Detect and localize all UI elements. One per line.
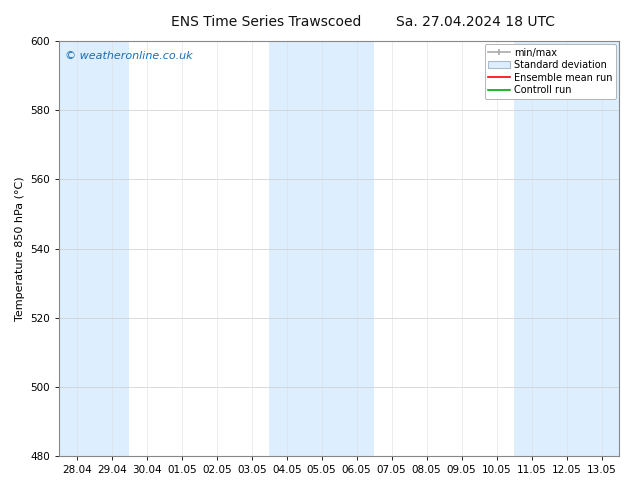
- Legend: min/max, Standard deviation, Ensemble mean run, Controll run: min/max, Standard deviation, Ensemble me…: [484, 44, 616, 99]
- Y-axis label: Temperature 850 hPa (°C): Temperature 850 hPa (°C): [15, 176, 25, 321]
- Bar: [269, 41, 374, 456]
- Text: Sa. 27.04.2024 18 UTC: Sa. 27.04.2024 18 UTC: [396, 15, 555, 29]
- Text: ENS Time Series Trawscoed: ENS Time Series Trawscoed: [171, 15, 361, 29]
- Bar: [514, 41, 619, 456]
- Bar: [60, 41, 129, 456]
- Text: © weatheronline.co.uk: © weatheronline.co.uk: [65, 51, 193, 61]
